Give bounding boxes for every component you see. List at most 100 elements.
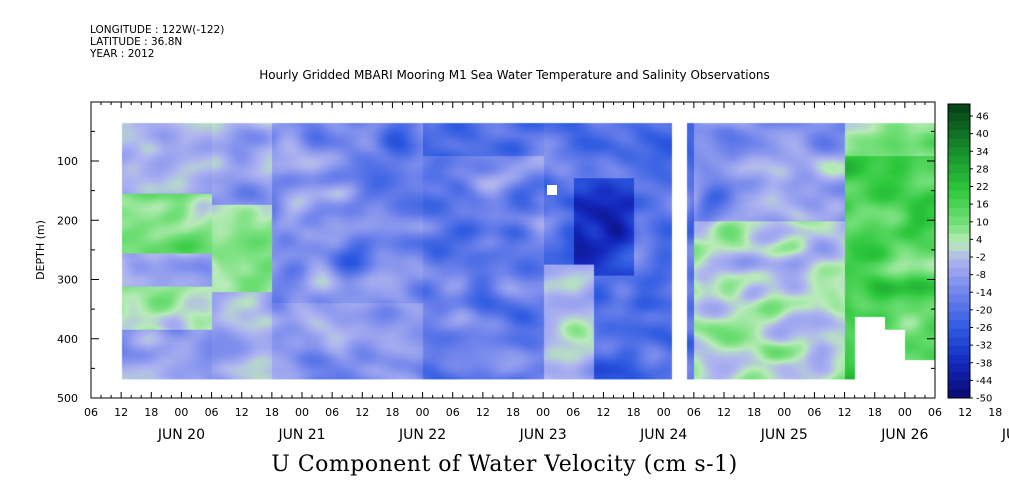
x-tick-label: 06 — [928, 406, 942, 419]
colorbar-label: -32 — [976, 341, 992, 352]
x-tick-label: 12 — [958, 406, 972, 419]
colorbar-segment — [948, 328, 970, 338]
colorbar-label: 46 — [976, 112, 989, 123]
colorbar-label: 16 — [976, 200, 989, 211]
x-tick-label: 18 — [868, 406, 882, 419]
y-tick-label: 100 — [57, 155, 78, 168]
day-label: JUN 26 — [880, 427, 928, 443]
colorbar-segment — [948, 104, 970, 114]
x-tick-label: 06 — [807, 406, 821, 419]
day-label: JUN 24 — [639, 427, 687, 443]
x-tick-label: 18 — [747, 406, 761, 419]
x-tick-label: 00 — [657, 406, 671, 419]
y-axis-title: DEPTH (m) — [34, 220, 47, 280]
colorbar-label: -38 — [976, 358, 992, 369]
colorbar-segment — [948, 337, 970, 347]
x-tick-label: 06 — [84, 406, 98, 419]
y-tick-label: 400 — [57, 333, 78, 346]
colorbar-segment — [948, 372, 970, 382]
station-info: LONGITUDE : 122W(-122) LATITUDE : 36.8N … — [90, 24, 224, 60]
colorbar-segment — [948, 121, 970, 131]
x-tick-label: 06 — [446, 406, 460, 419]
colorbar-segment — [948, 207, 970, 217]
colorbar-segment — [948, 380, 970, 390]
latitude-label: LATITUDE : 36.8N — [90, 36, 183, 48]
x-tick-label: 18 — [627, 406, 641, 419]
colorbar-segment — [948, 363, 970, 373]
x-tick-label: 00 — [416, 406, 430, 419]
colorbar-label: -44 — [976, 376, 992, 387]
colorbar-segment — [948, 311, 970, 321]
colorbar-segment — [948, 320, 970, 330]
x-tick-label: 00 — [777, 406, 791, 419]
x-tick-label: 06 — [566, 406, 580, 419]
colorbar-label: -26 — [976, 323, 992, 334]
data-gap-patch — [547, 185, 557, 195]
x-tick-label: 18 — [144, 406, 158, 419]
colorbar-label: -20 — [976, 305, 992, 316]
x-tick-label: 00 — [174, 406, 188, 419]
day-label: JUN 20 — [157, 427, 205, 443]
colorbar-label: -14 — [976, 288, 992, 299]
x-tick-label: 12 — [355, 406, 369, 419]
colorbar-segment — [948, 276, 970, 287]
day-label: JUN 22 — [398, 427, 446, 443]
y-tick-label: 500 — [57, 392, 78, 405]
colorbar-label: 22 — [976, 182, 989, 193]
x-axis-title: U Component of Water Velocity (cm s-1) — [271, 452, 738, 477]
x-tick-label: 06 — [687, 406, 701, 419]
colorbar-label: 34 — [976, 147, 989, 158]
day-label: JUN 23 — [519, 427, 567, 443]
colorbar-segment — [948, 242, 970, 252]
colorbar-segment — [948, 225, 970, 235]
colorbar-segment — [948, 346, 970, 356]
x-tick-label: 12 — [596, 406, 610, 419]
day-label: JUN 25 — [760, 427, 808, 443]
colorbar-label: -2 — [976, 253, 986, 264]
colorbar-segment — [948, 354, 970, 364]
x-tick-label: 00 — [898, 406, 912, 419]
heatmap-field — [91, 112, 935, 384]
colorbar-segment — [948, 294, 970, 304]
colorbar-segment — [948, 190, 970, 200]
colorbar-segment — [948, 155, 970, 166]
x-tick-label: 12 — [235, 406, 249, 419]
x-tick-label: 00 — [295, 406, 309, 419]
x-tick-label: 12 — [838, 406, 852, 419]
x-tick-label: 18 — [506, 406, 520, 419]
chart-title: Hourly Gridded MBARI Mooring M1 Sea Wate… — [259, 68, 770, 82]
colorbar-segment — [948, 129, 970, 140]
colorbar-label: -50 — [976, 394, 992, 405]
colorbar-label: 40 — [976, 129, 989, 140]
x-tick-label: 12 — [717, 406, 731, 419]
colorbar-label: 28 — [976, 164, 989, 175]
x-tick-label: 12 — [114, 406, 128, 419]
colorbar-segment — [948, 285, 970, 295]
x-tick-label: 12 — [476, 406, 490, 419]
colorbar-label: -8 — [976, 270, 986, 281]
colorbar-segment — [948, 199, 970, 209]
x-tick-label: 06 — [205, 406, 219, 419]
colorbar-segment — [948, 112, 970, 122]
colorbar-label: 4 — [976, 235, 982, 246]
year-label: YEAR : 2012 — [90, 48, 155, 60]
colorbar-label: 10 — [976, 217, 989, 228]
day-label: JUN 27 — [1001, 427, 1009, 443]
y-tick-label: 200 — [57, 214, 78, 227]
longitude-label: LONGITUDE : 122W(-122) — [90, 24, 225, 36]
y-tick-label: 300 — [57, 274, 78, 287]
colorbar-segment — [948, 181, 970, 191]
colorbar-segment — [948, 147, 970, 157]
colorbar-segment — [948, 233, 970, 243]
x-tick-label: 18 — [385, 406, 399, 419]
colorbar-segment — [948, 268, 970, 278]
x-tick-label: 00 — [536, 406, 550, 419]
colorbar-segment — [948, 216, 970, 226]
colorbar-segment — [948, 259, 970, 269]
colorbar-segment — [948, 302, 970, 313]
colorbar-segment — [948, 138, 970, 148]
colorbar-segment — [948, 173, 970, 183]
x-tick-label: 18 — [988, 406, 1002, 419]
colorbar-segment — [948, 251, 970, 261]
